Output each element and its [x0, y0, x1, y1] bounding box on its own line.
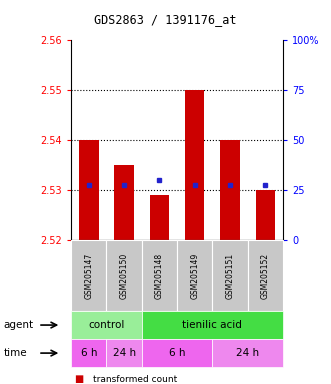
Bar: [150, 195, 169, 240]
Text: 6 h: 6 h: [169, 348, 185, 358]
Bar: [115, 165, 134, 240]
Text: GSM205147: GSM205147: [84, 252, 93, 299]
Text: 6 h: 6 h: [80, 348, 97, 358]
Bar: [220, 140, 240, 240]
Text: ■: ■: [74, 374, 84, 384]
Text: transformed count: transformed count: [93, 375, 177, 384]
Bar: [256, 190, 275, 240]
Bar: [79, 140, 99, 240]
Text: GSM205149: GSM205149: [190, 252, 199, 299]
Text: GSM205152: GSM205152: [261, 252, 270, 299]
Text: control: control: [88, 320, 125, 330]
Text: 24 h: 24 h: [113, 348, 136, 358]
Text: 24 h: 24 h: [236, 348, 259, 358]
Text: GDS2863 / 1391176_at: GDS2863 / 1391176_at: [94, 13, 237, 26]
Bar: [185, 90, 205, 240]
Text: agent: agent: [3, 320, 33, 330]
Text: time: time: [3, 348, 27, 358]
Text: GSM205151: GSM205151: [225, 252, 235, 299]
Text: GSM205148: GSM205148: [155, 252, 164, 299]
Text: GSM205150: GSM205150: [119, 252, 129, 299]
Text: tienilic acid: tienilic acid: [182, 320, 242, 330]
